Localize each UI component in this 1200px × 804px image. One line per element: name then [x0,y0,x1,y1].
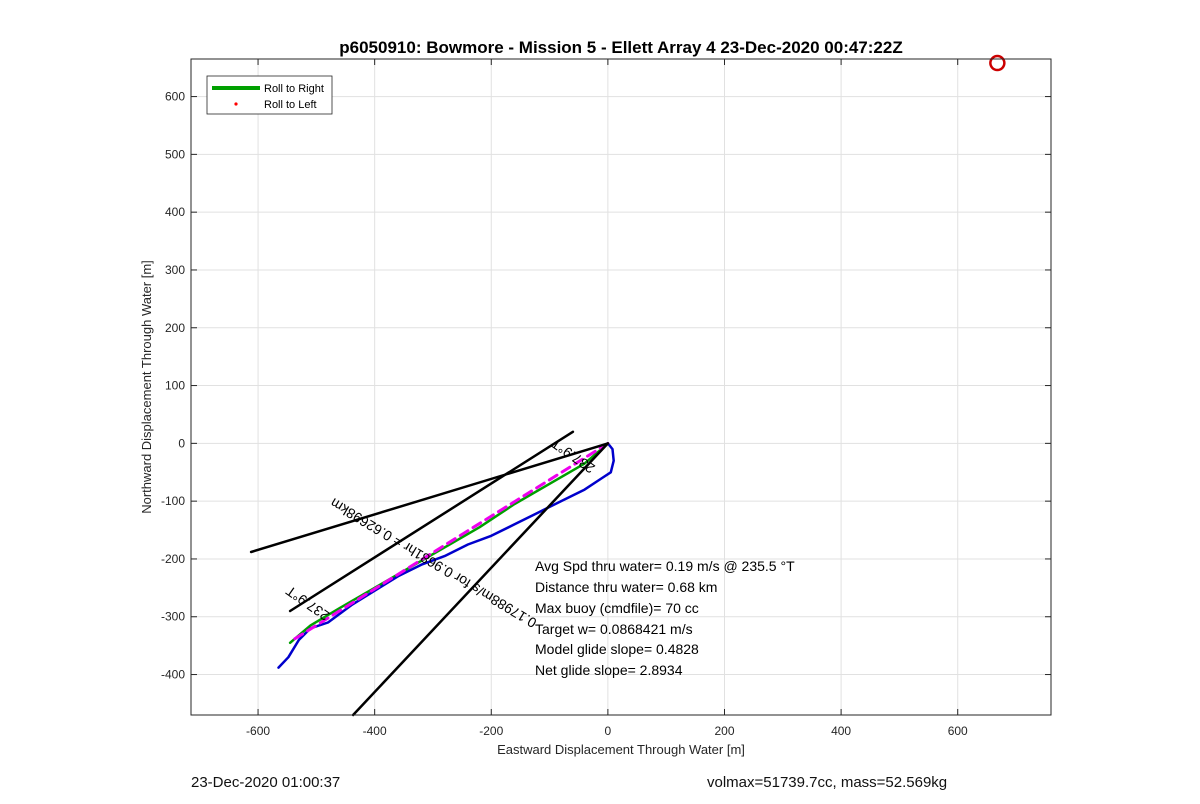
legend: Roll to Right Roll to Left [206,75,333,115]
x-tick-label: -200 [479,724,503,738]
x-axis-label: Eastward Displacement Through Water [m] [497,742,745,757]
legend-label-roll-to-left: Roll to Left [264,99,317,111]
y-tick-label: -400 [161,668,185,682]
chart-title: p6050910: Bowmore - Mission 5 - Ellett A… [339,38,902,57]
x-tick-label: 200 [714,724,734,738]
y-tick-label: 100 [165,379,185,393]
series-layer [249,54,1006,717]
stat-target-w: Target w= 0.0868421 m/s [535,621,693,637]
y-axis-label: Northward Displacement Through Water [m] [139,260,154,514]
legend-box [206,75,333,115]
legend-swatch-roll-to-left [234,102,238,106]
series-line-4 [351,442,610,717]
series-line-0 [288,442,610,645]
y-tick-label: -200 [161,552,185,566]
plot-frame [190,58,1052,716]
plot-area [191,59,1051,715]
y-tick-label: -100 [161,494,185,508]
x-tick-label: 400 [831,724,851,738]
y-tick-label: 500 [165,147,185,161]
axis-ticks: -600 -400 -200 0 200 400 600 -400 -300 -200 -100 0 1… [161,59,1051,738]
footer-volume-mass: volmax=51739.7cc, mass=52.569kg [707,774,948,791]
x-tick-label: 0 [605,724,612,738]
y-tick-label: 300 [165,263,185,277]
x-tick-label: 600 [948,724,968,738]
stat-net-glide-slope: Net glide slope= 2.8934 [535,662,683,678]
stat-max-buoy: Max buoy (cmdfile)= 70 cc [535,600,699,616]
series-line-5 [288,430,575,613]
y-tick-label: 600 [165,90,185,104]
stat-distance: Distance thru water= 0.68 km [535,579,717,595]
stat-model-glide-slope: Model glide slope= 0.4828 [535,641,699,657]
footer-timestamp: 23-Dec-2020 01:00:37 [191,774,341,791]
y-tick-label: 0 [178,436,185,450]
y-tick-label: 200 [165,321,185,335]
current-position-marker [989,54,1006,72]
y-tick-label: 400 [165,205,185,219]
stats-block: Avg Spd thru water= 0.19 m/s @ 235.5 °T … [535,558,795,678]
stat-avg-speed: Avg Spd thru water= 0.19 m/s @ 235.5 °T [535,558,795,574]
x-tick-label: -600 [246,724,270,738]
series-line-2 [291,441,610,642]
series-line-3 [249,442,610,554]
x-tick-label: -400 [363,724,387,738]
y-tick-label: -300 [161,610,185,624]
legend-label-roll-to-right: Roll to Right [264,83,324,95]
